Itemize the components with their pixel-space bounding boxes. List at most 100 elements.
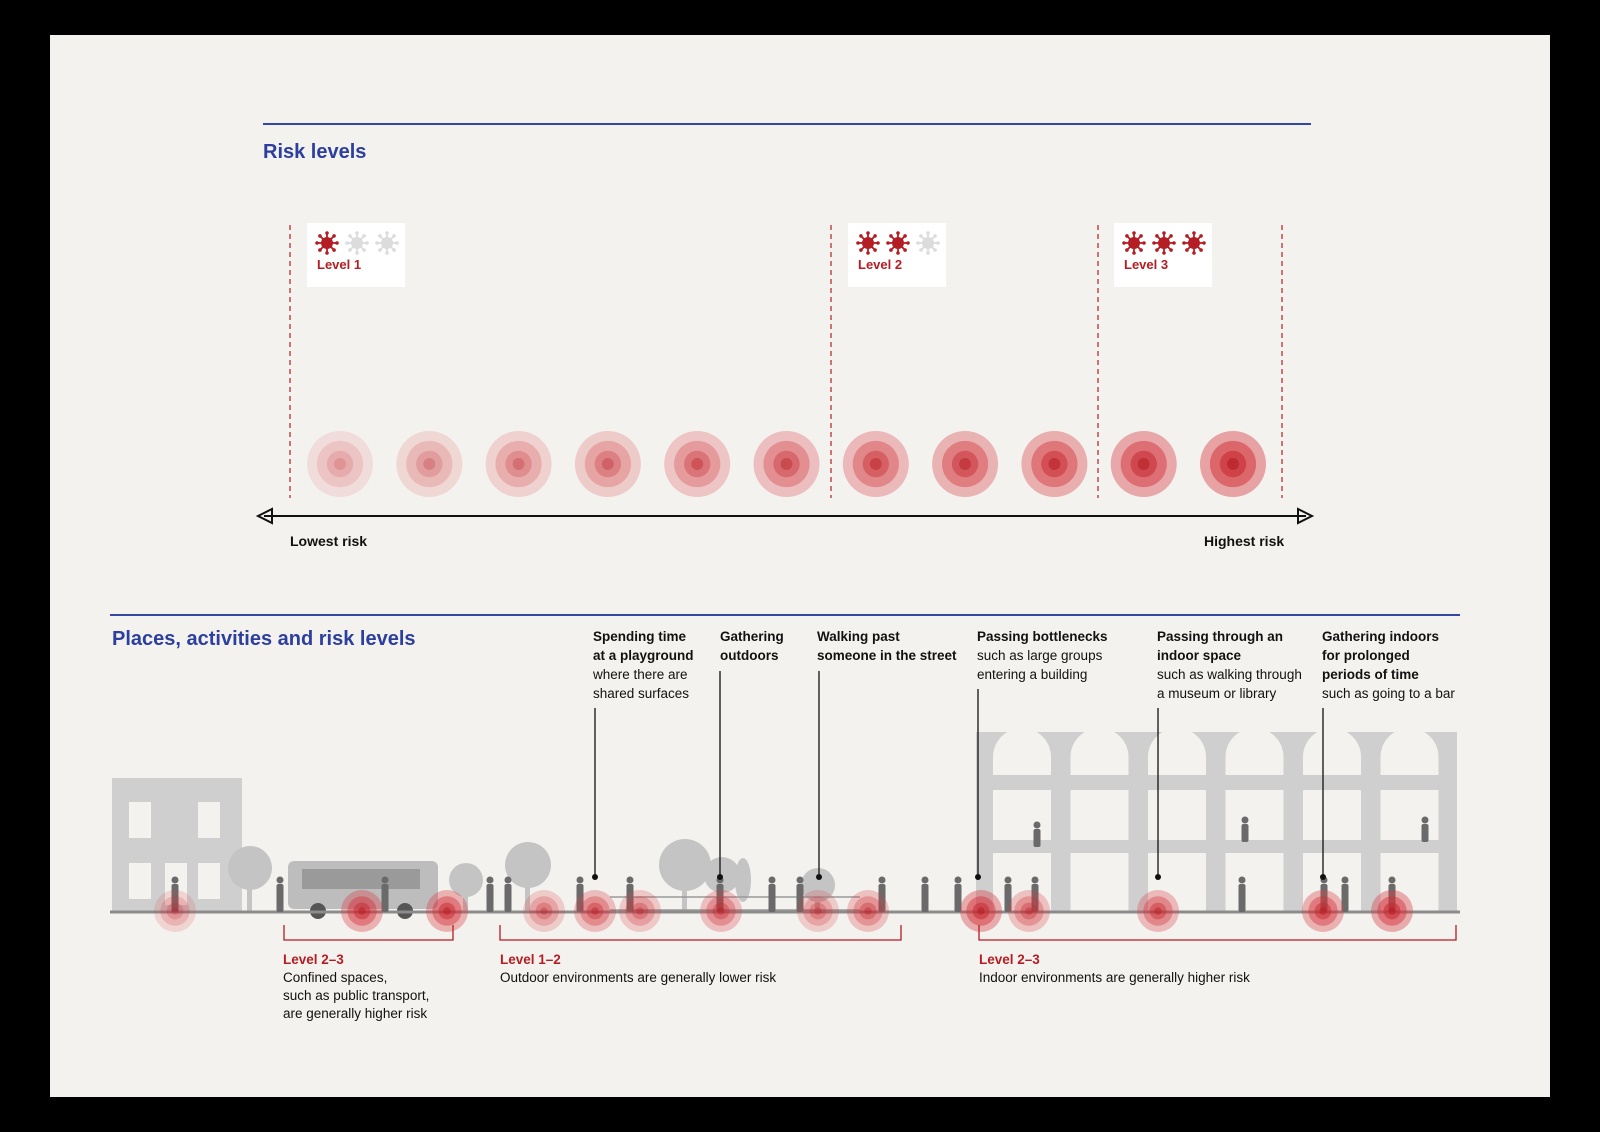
virus-active-icon — [1182, 231, 1206, 255]
fence-illustration — [610, 896, 860, 911]
places-title: Places, activities and risk levels — [112, 628, 416, 650]
virus-active-icon — [315, 231, 339, 255]
annotation-bold-line: for prolonged — [1322, 648, 1410, 663]
range-line: Indoor environments are generally higher… — [979, 970, 1250, 985]
level-1-label: Level 1 — [317, 257, 362, 272]
annotation-line: such as large groups — [977, 648, 1103, 663]
virus-inactive-icon — [916, 231, 940, 255]
annotation-pointer-dot — [1320, 874, 1326, 880]
annotation-gathering-outdoors: Gathering outdoors — [720, 627, 784, 665]
street-risk-circles — [154, 890, 1413, 932]
person — [381, 876, 389, 884]
level-3-card: Level 3 — [1114, 223, 1212, 287]
street-risk-circle — [154, 890, 196, 932]
arched-window — [1070, 728, 1129, 775]
annotation-pointer-dot — [717, 874, 723, 880]
level-1-card: Level 1 — [307, 223, 405, 287]
annotation-bold-line: periods of time — [1322, 667, 1419, 682]
street-risk-circle — [574, 890, 616, 932]
window — [1380, 790, 1439, 840]
virus-inactive-icon — [345, 231, 369, 255]
annotation-pointer-dot — [816, 874, 822, 880]
risk-levels-rule — [263, 123, 1311, 125]
street-risk-circle — [426, 890, 468, 932]
virus-active-icon — [886, 231, 910, 255]
virus-active-icon — [856, 231, 880, 255]
risk-scale-graphic — [255, 225, 1315, 525]
range-label-outdoor: Level 1–2 Outdoor environments are gener… — [500, 951, 776, 987]
window — [1148, 790, 1206, 840]
range-label-transport: Level 2–3 Confined spaces, such as publi… — [283, 951, 429, 1023]
annotation-pointer-dot — [592, 874, 598, 880]
person — [626, 876, 634, 884]
range-level: Level 2–3 — [979, 952, 1040, 967]
street-risk-circle — [1371, 890, 1413, 932]
person — [171, 884, 179, 912]
window — [1303, 853, 1361, 911]
range-bracket-outdoor — [499, 925, 902, 941]
window — [1303, 790, 1361, 840]
street-risk-circle — [619, 890, 661, 932]
person — [1004, 884, 1012, 912]
annotation-line: such as walking through — [1157, 667, 1302, 682]
risk-step-circle — [842, 431, 909, 497]
annotation-pointer-dot — [1155, 874, 1161, 880]
person — [504, 876, 512, 884]
range-bracket-indoor — [978, 925, 1457, 941]
arched-window — [1225, 728, 1284, 775]
window — [993, 853, 1051, 911]
window — [1225, 853, 1284, 911]
arched-window — [993, 728, 1051, 775]
person — [486, 884, 494, 912]
annotation-line: entering a building — [977, 667, 1088, 682]
person — [796, 884, 804, 912]
person — [1033, 829, 1041, 847]
annotation-bold-line: Spending time — [593, 629, 687, 644]
person — [716, 884, 724, 912]
places-rule — [110, 614, 1460, 616]
person — [1341, 884, 1349, 912]
street-risk-circle — [341, 890, 383, 932]
large-building-illustration — [976, 732, 1457, 912]
annotation-bold-line: at a playground — [593, 648, 694, 663]
street-risk-circle — [847, 890, 889, 932]
annotation-bold-line: Passing through an — [1157, 629, 1284, 644]
axis-arrow-left-icon — [255, 507, 273, 525]
virus-icons — [856, 231, 940, 255]
person — [276, 876, 284, 884]
risk-step-circle — [1110, 431, 1177, 497]
annotation-line: such as going to a bar — [1322, 686, 1455, 701]
range-line: are generally higher risk — [283, 1006, 428, 1021]
range-label-indoor: Level 2–3 Indoor environments are genera… — [979, 951, 1250, 987]
annotation-bold-line: outdoors — [720, 648, 779, 663]
annotation-bold-line: someone in the street — [817, 648, 957, 663]
annotation-gathering-indoors: Gathering indoors for prolonged periods … — [1322, 627, 1455, 703]
annotation-indoor-space: Passing through an indoor space such as … — [1157, 627, 1302, 703]
annotation-bold-line: Gathering — [720, 629, 784, 644]
risk-step-circle — [753, 431, 820, 497]
virus-inactive-icon — [375, 231, 399, 255]
bus-illustration — [288, 861, 438, 919]
annotation-bold-line: indoor space — [1157, 648, 1242, 663]
person — [1241, 824, 1249, 842]
risk-step-circle — [396, 431, 463, 497]
infographic-panel: Risk levels Level 1 Level 2 Level 3 Lowe… — [50, 35, 1550, 1097]
building-windows — [993, 728, 1439, 911]
range-level: Level 1–2 — [500, 952, 561, 967]
person — [1004, 876, 1012, 884]
person — [576, 884, 584, 912]
annotation-line: shared surfaces — [593, 686, 690, 701]
range-bracket-transport — [283, 925, 454, 941]
annotation-bottlenecks: Passing bottlenecks such as large groups… — [977, 627, 1108, 684]
person — [1031, 876, 1039, 884]
street-risk-circle — [1008, 890, 1050, 932]
annotation-pointer-dot — [975, 874, 981, 880]
highest-risk-label: Highest risk — [1204, 533, 1285, 549]
range-line: Outdoor environments are generally lower… — [500, 970, 777, 985]
person — [1241, 816, 1249, 824]
person — [796, 876, 804, 884]
virus-active-icon — [1122, 231, 1146, 255]
person — [954, 876, 962, 884]
person — [626, 884, 634, 912]
virus-icons — [1122, 231, 1206, 255]
